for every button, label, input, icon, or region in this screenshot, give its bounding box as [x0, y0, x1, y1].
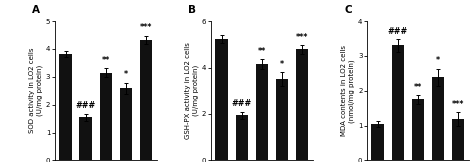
Text: ###: ###: [388, 27, 408, 36]
Bar: [215, 39, 228, 160]
Text: ###: ###: [75, 101, 96, 110]
Bar: [372, 124, 384, 160]
Text: C: C: [344, 6, 352, 16]
Text: ***: ***: [296, 33, 308, 42]
Y-axis label: GSH-PX activity in LO2 cells
(U/mg protein): GSH-PX activity in LO2 cells (U/mg prote…: [185, 42, 199, 139]
Text: **: **: [414, 83, 422, 92]
Bar: [100, 73, 112, 160]
Bar: [140, 40, 152, 160]
Bar: [80, 117, 92, 160]
Text: ###: ###: [232, 99, 252, 108]
Bar: [120, 88, 132, 160]
Bar: [59, 54, 72, 160]
Bar: [392, 46, 404, 160]
Text: ***: ***: [452, 100, 465, 109]
Bar: [412, 99, 424, 160]
Bar: [255, 64, 268, 160]
Bar: [276, 79, 288, 160]
Y-axis label: SOD activity in LO2 cells
(U/mg protein): SOD activity in LO2 cells (U/mg protein): [29, 48, 43, 133]
Bar: [296, 49, 309, 160]
Bar: [452, 119, 465, 160]
Bar: [236, 115, 248, 160]
Text: A: A: [32, 6, 40, 16]
Y-axis label: MDA contents in LO2 cells
(nmol/mg protein): MDA contents in LO2 cells (nmol/mg prote…: [341, 45, 355, 136]
Text: B: B: [188, 6, 196, 16]
Bar: [432, 77, 444, 160]
Text: *: *: [436, 56, 440, 65]
Text: ***: ***: [140, 23, 152, 32]
Text: **: **: [258, 47, 266, 56]
Text: *: *: [280, 60, 284, 69]
Text: *: *: [124, 70, 128, 79]
Text: **: **: [102, 56, 110, 65]
